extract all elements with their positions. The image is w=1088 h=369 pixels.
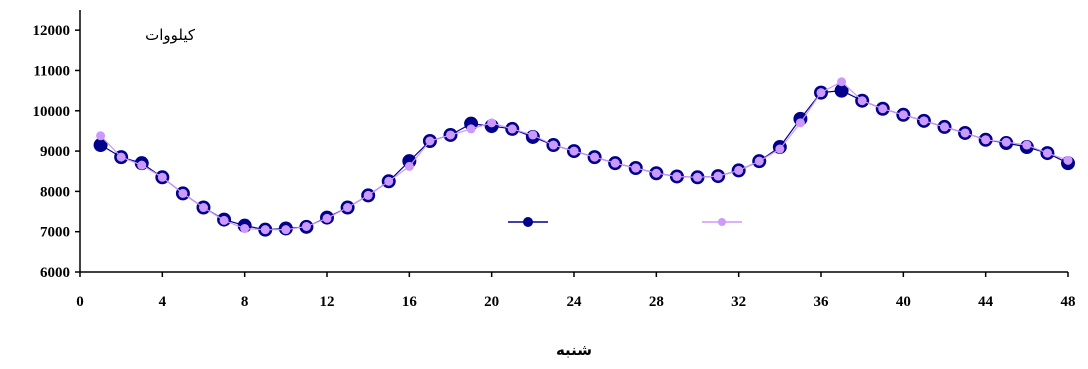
series-2-point <box>816 88 826 98</box>
series-2-point <box>260 225 270 235</box>
x-tick-label: 20 <box>484 294 499 310</box>
series-2-point <box>507 124 517 134</box>
series-2-point <box>713 171 723 181</box>
legend-marker <box>718 218 726 226</box>
series-2-point <box>137 160 147 170</box>
series-2-point <box>1022 140 1032 150</box>
x-tick-label: 24 <box>567 294 583 310</box>
y-ticks: 6000 7000 8000 9000 10000 11000 12000 <box>33 23 80 281</box>
x-tick-label: 0 <box>76 294 84 310</box>
x-tick-label: 12 <box>320 294 335 310</box>
x-tick-label: 32 <box>731 294 746 310</box>
series-2-point <box>528 130 538 140</box>
series-2-point <box>569 146 579 156</box>
axes <box>79 10 1068 273</box>
x-tick-label: 36 <box>814 294 830 310</box>
series-2-point <box>548 140 558 150</box>
series-2-point <box>981 135 991 145</box>
series-2-point <box>672 171 682 181</box>
series-2-point <box>466 124 476 134</box>
legend-marker <box>523 217 533 227</box>
x-tick-label: 48 <box>1061 294 1076 310</box>
y-tick-label: 11000 <box>33 63 70 79</box>
series-2-point <box>363 190 373 200</box>
series-2-point <box>1063 155 1073 165</box>
series-1 <box>93 83 1075 237</box>
y-tick-label: 8000 <box>40 184 70 200</box>
series-2-point <box>301 221 311 231</box>
series-1-line <box>100 89 1069 231</box>
x-ticks: 0 4 8 12 16 20 24 28 32 36 40 44 48 <box>76 272 1076 310</box>
x-tick-label: 40 <box>896 294 911 310</box>
series-2-point <box>857 96 867 106</box>
series-2-point <box>837 77 847 87</box>
x-tick-label: 44 <box>978 294 994 310</box>
series-2-point <box>610 158 620 168</box>
series-2 <box>96 77 1073 235</box>
x-axis-title: شنبه <box>556 341 592 359</box>
series-2-point <box>590 152 600 162</box>
series-2-point <box>878 104 888 114</box>
series-2-point <box>1042 148 1052 158</box>
series-2-point <box>178 188 188 198</box>
series-2-point <box>384 176 394 186</box>
series-2-point <box>960 128 970 138</box>
x-tick-label: 8 <box>241 294 249 310</box>
series-2-point <box>199 203 208 213</box>
y-tick-label: 6000 <box>40 265 70 281</box>
series-2-point <box>404 161 414 171</box>
y-tick-label: 9000 <box>40 144 70 160</box>
series-2-point <box>651 168 661 178</box>
series-2-point <box>775 144 785 154</box>
x-tick-label: 16 <box>402 294 418 310</box>
series-2-point <box>116 152 126 162</box>
series-1-point <box>93 138 108 153</box>
series-2-point <box>898 110 908 120</box>
series-2-point <box>219 215 229 225</box>
series-2-line <box>100 80 1069 231</box>
series-2-point <box>693 172 702 182</box>
series-1-point <box>834 83 849 98</box>
series-2-point <box>157 172 167 182</box>
x-tick-label: 28 <box>649 294 664 310</box>
series-2-point <box>281 225 291 235</box>
series-2-point <box>734 165 744 175</box>
legend-item-2 <box>702 218 742 226</box>
series-2-point <box>446 130 455 140</box>
series-2-point <box>425 136 435 146</box>
series-2-point <box>1001 137 1011 147</box>
series-2-point <box>631 163 641 173</box>
x-tick-label: 4 <box>159 294 167 310</box>
series-2-point <box>343 203 353 213</box>
series-layer <box>93 77 1075 237</box>
series-2-point <box>96 131 106 141</box>
legend-item-1 <box>508 217 548 227</box>
series-2-point <box>322 213 332 223</box>
series-2-point <box>940 122 949 132</box>
series-2-point <box>240 223 250 233</box>
series-2-point <box>795 118 805 128</box>
series-2-point <box>754 156 764 166</box>
series-2-point <box>919 116 929 126</box>
legend <box>508 217 742 227</box>
y-tick-label: 7000 <box>40 225 70 241</box>
y-tick-label: 12000 <box>33 23 71 39</box>
series-2-point <box>487 118 497 128</box>
unit-label: کیلووات <box>145 26 196 44</box>
y-tick-label: 10000 <box>33 104 71 120</box>
